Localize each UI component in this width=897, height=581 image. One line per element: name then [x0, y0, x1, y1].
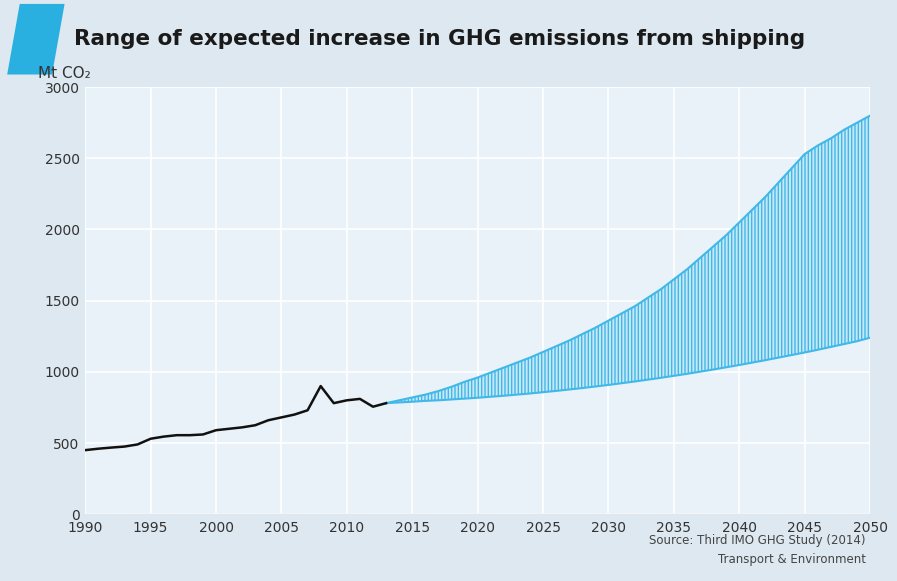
Text: Source: Third IMO GHG Study (2014)
Transport & Environment: Source: Third IMO GHG Study (2014) Trans…	[649, 535, 866, 566]
Text: Range of expected increase in GHG emissions from shipping: Range of expected increase in GHG emissi…	[74, 29, 805, 49]
Text: Mt CO₂: Mt CO₂	[39, 66, 91, 81]
Polygon shape	[7, 4, 65, 74]
